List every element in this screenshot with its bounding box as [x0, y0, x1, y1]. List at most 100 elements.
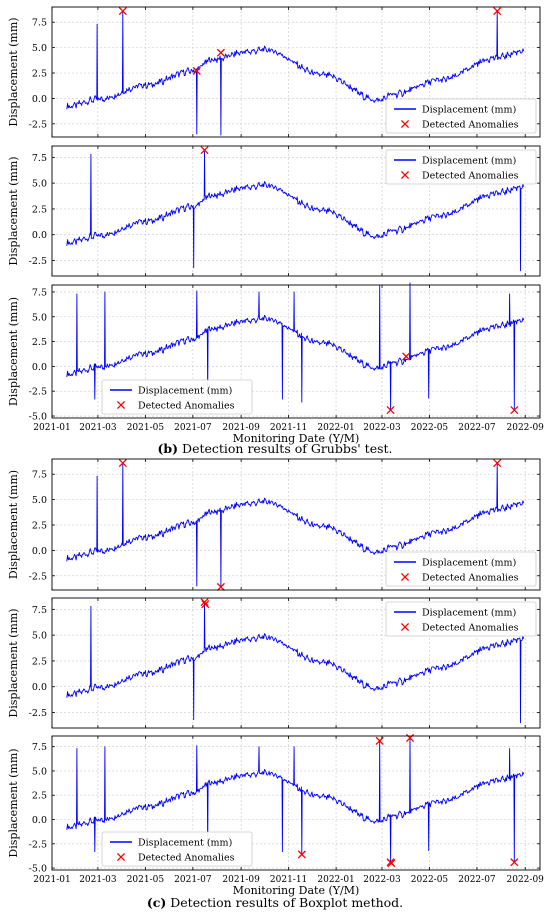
legend: Displacement (mm) Detected Anomalies — [385, 98, 537, 134]
legend-marker-swatch — [400, 170, 410, 180]
anomaly-marker-stroke — [405, 733, 415, 743]
legend-label: Displacement (mm) — [138, 838, 232, 849]
plot-frame — [51, 145, 541, 277]
legend: Displacement (mm) Detected Anomalies — [101, 831, 253, 867]
anomaly-marker-stroke — [510, 406, 519, 415]
y-axis-label: Displacement (mm) — [7, 470, 20, 579]
plot-frame — [51, 597, 541, 729]
x-tick-label: 2021-09 — [222, 875, 260, 885]
anomaly-marker — [510, 858, 519, 867]
y-tick-label: -2.5 — [29, 708, 47, 719]
anomaly-marker-stroke — [402, 352, 411, 361]
y-tick-label: 5.0 — [32, 495, 47, 506]
x-tick-label: 2022-03 — [363, 875, 401, 885]
x-tick-label: 2021-03 — [79, 875, 117, 885]
anomaly-marker-stroke — [493, 7, 502, 16]
legend-label: Displacement (mm) — [422, 608, 516, 619]
legend-label: Displacement (mm) — [138, 386, 232, 397]
x-tick-label: 2021-11 — [270, 423, 307, 433]
plot-frame — [51, 6, 541, 138]
anomaly-marker — [200, 146, 209, 155]
x-tick-label: 2022-03 — [363, 423, 401, 433]
x-tick-label: 2021-05 — [127, 423, 165, 433]
x-tick-label: 2022-07 — [458, 875, 496, 885]
x-tick-label: 2022-09 — [507, 423, 545, 433]
legend-box — [385, 149, 537, 185]
chart-panel-c3: -5.0 -2.5 0.0 2.5 5.0 7.5 2021-01 2021-03 2021-0… — [7, 733, 544, 897]
y-tick-label: 5.0 — [32, 43, 47, 54]
x-axis-label: Monitoring Date (Y/M) — [233, 884, 360, 897]
y-tick-label: 7.5 — [32, 18, 47, 29]
legend: Displacement (mm) Detected Anomalies — [101, 379, 253, 415]
anomaly-marker-stroke — [201, 600, 210, 609]
plot-frame — [51, 458, 541, 591]
legend-label: Detected Anomalies — [138, 853, 235, 864]
legend-label: Displacement (mm) — [422, 156, 516, 167]
y-tick-label: 2.5 — [32, 204, 47, 215]
y-tick-label: 2.5 — [32, 69, 47, 80]
anomaly-marker-stroke — [118, 459, 127, 468]
anomaly-marker-stroke — [200, 598, 209, 607]
caption-b-text: Detection results of Grubbs' test. — [182, 441, 393, 456]
legend-label: Detected Anomalies — [422, 120, 519, 131]
x-axis-label: Monitoring Date (Y/M) — [233, 432, 360, 445]
legend-label: Detected Anomalies — [422, 171, 519, 182]
x-tick-label: 2021-07 — [174, 875, 212, 885]
y-tick-label: 7.5 — [32, 153, 47, 164]
displacement-series-line — [66, 737, 525, 863]
y-tick-label: 0.0 — [32, 815, 47, 826]
legend-box — [101, 831, 253, 867]
y-tick-label: 5.0 — [32, 312, 47, 323]
anomaly-marker — [402, 352, 411, 361]
x-tick-label: 2021-01 — [33, 423, 70, 433]
legend-label: Displacement (mm) — [422, 558, 516, 569]
y-tick-label: 2.5 — [32, 337, 47, 348]
legend-label: Displacement (mm) — [422, 105, 516, 116]
anomaly-marker — [216, 582, 225, 592]
legend-label: Detected Anomalies — [422, 573, 519, 584]
y-tick-label: 7.5 — [32, 742, 47, 753]
x-tick-label: 2021-09 — [222, 423, 260, 433]
x-tick-label: 2021-05 — [127, 875, 165, 885]
anomaly-marker — [387, 859, 396, 868]
anomaly-marker — [192, 66, 201, 76]
y-tick-label: 5.0 — [32, 631, 47, 642]
legend-label: Detected Anomalies — [138, 401, 235, 412]
legend-marker-swatch — [400, 572, 410, 582]
legend: Displacement (mm) Detected Anomalies — [385, 601, 537, 637]
legend-box — [385, 551, 537, 587]
displacement-series-line — [66, 282, 525, 411]
displacement-series-line — [66, 150, 525, 272]
legend-label: Detected Anomalies — [422, 623, 519, 634]
anomaly-marker — [297, 850, 306, 859]
anomaly-marker-stroke — [200, 146, 209, 155]
y-tick-label: -2.5 — [29, 119, 47, 130]
legend-box — [385, 601, 537, 637]
plot-frame — [51, 735, 541, 871]
anomaly-marker — [216, 48, 225, 57]
caption-c-text: Detection results of Boxplot method. — [170, 895, 404, 910]
y-tick-label: 2.5 — [32, 656, 47, 667]
y-tick-label: -2.5 — [29, 256, 47, 267]
displacement-series-line — [66, 462, 525, 588]
legend-box — [385, 98, 537, 134]
y-tick-label: 0.0 — [32, 94, 47, 105]
y-tick-label: 0.0 — [32, 362, 47, 373]
y-tick-label: 2.5 — [32, 521, 47, 532]
displacement-series-line — [66, 10, 525, 136]
caption-b-label: (b) — [157, 441, 179, 456]
legend-marker-swatch — [116, 400, 126, 410]
y-tick-label: 0.0 — [32, 682, 47, 693]
y-tick-label: -5.0 — [29, 864, 47, 875]
legend: Displacement (mm) Detected Anomalies — [385, 149, 537, 185]
y-tick-label: 7.5 — [32, 470, 47, 481]
y-tick-label: 5.0 — [32, 179, 47, 190]
anomaly-marker — [405, 733, 415, 743]
caption-c-label: (c) — [146, 895, 167, 910]
anomaly-marker-stroke — [118, 7, 127, 16]
legend: Displacement (mm) Detected Anomalies — [385, 551, 537, 587]
y-axis-label: Displacement (mm) — [7, 156, 20, 265]
anomaly-marker — [200, 598, 209, 607]
